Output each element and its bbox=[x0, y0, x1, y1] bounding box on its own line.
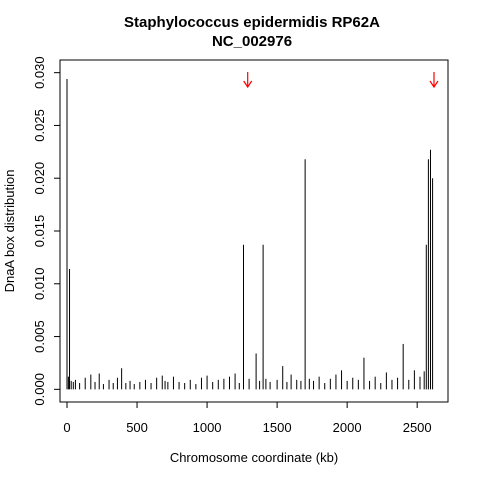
y-axis: 0.000 0.005 0.010 0.015 0.020 0.025 0.030 bbox=[32, 56, 60, 406]
y-tick-label: 0.015 bbox=[32, 215, 47, 248]
arrow-marker bbox=[243, 72, 253, 89]
plot-area-frame bbox=[59, 59, 449, 403]
x-tick-label: 2500 bbox=[403, 420, 432, 435]
x-tick-label: 2000 bbox=[333, 420, 362, 435]
y-tick-label: 0.000 bbox=[32, 373, 47, 406]
x-tick-label: 1000 bbox=[193, 420, 222, 435]
x-axis-label: Chromosome coordinate (kb) bbox=[170, 450, 338, 465]
y-tick-label: 0.005 bbox=[32, 320, 47, 353]
x-axis: 0 500 1000 1500 2000 2500 bbox=[63, 402, 432, 435]
chart-title: Staphylococcus epidermidis RP62A bbox=[124, 14, 380, 31]
x-tick-label: 500 bbox=[126, 420, 148, 435]
chart-subtitle: NC_002976 bbox=[212, 33, 292, 50]
y-tick-label: 0.010 bbox=[32, 268, 47, 301]
y-tick-label: 0.025 bbox=[32, 109, 47, 142]
x-tick-label: 0 bbox=[63, 420, 70, 435]
x-tick-label: 1500 bbox=[263, 420, 292, 435]
y-tick-label: 0.030 bbox=[32, 56, 47, 89]
arrow-markers bbox=[243, 72, 439, 89]
y-axis-label: DnaA box distribution bbox=[2, 170, 17, 293]
arrow-marker bbox=[429, 72, 439, 89]
bar-series bbox=[66, 79, 434, 390]
y-tick-label: 0.020 bbox=[32, 162, 47, 195]
